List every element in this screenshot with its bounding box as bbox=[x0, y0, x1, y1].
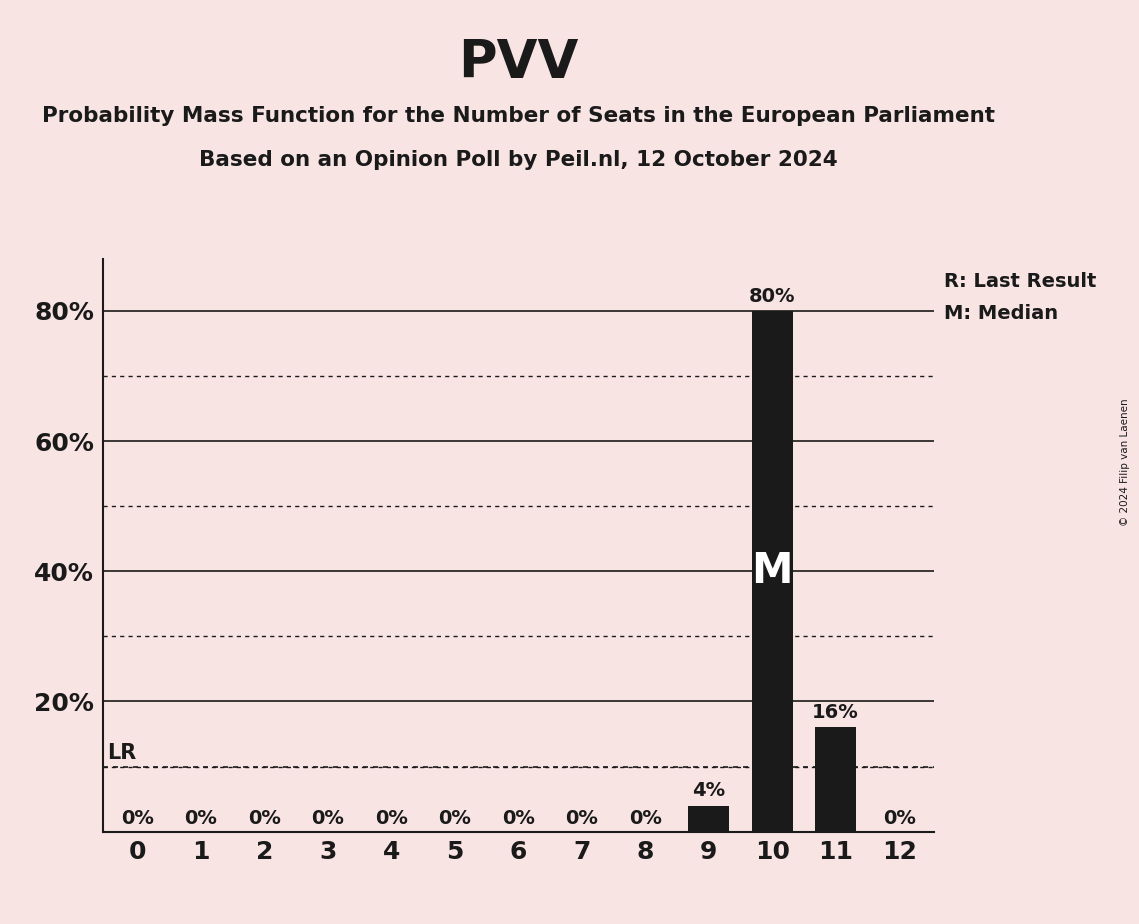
Text: 0%: 0% bbox=[565, 809, 598, 828]
Text: 0%: 0% bbox=[502, 809, 534, 828]
Text: LR: LR bbox=[107, 743, 137, 763]
Bar bbox=[816, 727, 857, 832]
Text: 0%: 0% bbox=[185, 809, 218, 828]
Text: 80%: 80% bbox=[748, 286, 795, 306]
Text: M: M bbox=[752, 550, 793, 592]
Text: 0%: 0% bbox=[121, 809, 154, 828]
Text: 0%: 0% bbox=[883, 809, 916, 828]
Text: 0%: 0% bbox=[375, 809, 408, 828]
Text: PVV: PVV bbox=[458, 37, 579, 89]
Text: 0%: 0% bbox=[439, 809, 472, 828]
Bar bbox=[752, 310, 793, 832]
Text: Probability Mass Function for the Number of Seats in the European Parliament: Probability Mass Function for the Number… bbox=[42, 106, 994, 127]
Text: 0%: 0% bbox=[248, 809, 281, 828]
Text: © 2024 Filip van Laenen: © 2024 Filip van Laenen bbox=[1120, 398, 1130, 526]
Text: Based on an Opinion Poll by Peil.nl, 12 October 2024: Based on an Opinion Poll by Peil.nl, 12 … bbox=[199, 150, 837, 170]
Text: 4%: 4% bbox=[693, 782, 726, 800]
Text: 0%: 0% bbox=[311, 809, 344, 828]
Text: 16%: 16% bbox=[812, 703, 859, 723]
Text: M: Median: M: Median bbox=[943, 304, 1058, 323]
Text: 0%: 0% bbox=[629, 809, 662, 828]
Text: R: Last Result: R: Last Result bbox=[943, 272, 1096, 291]
Bar bbox=[688, 806, 729, 832]
